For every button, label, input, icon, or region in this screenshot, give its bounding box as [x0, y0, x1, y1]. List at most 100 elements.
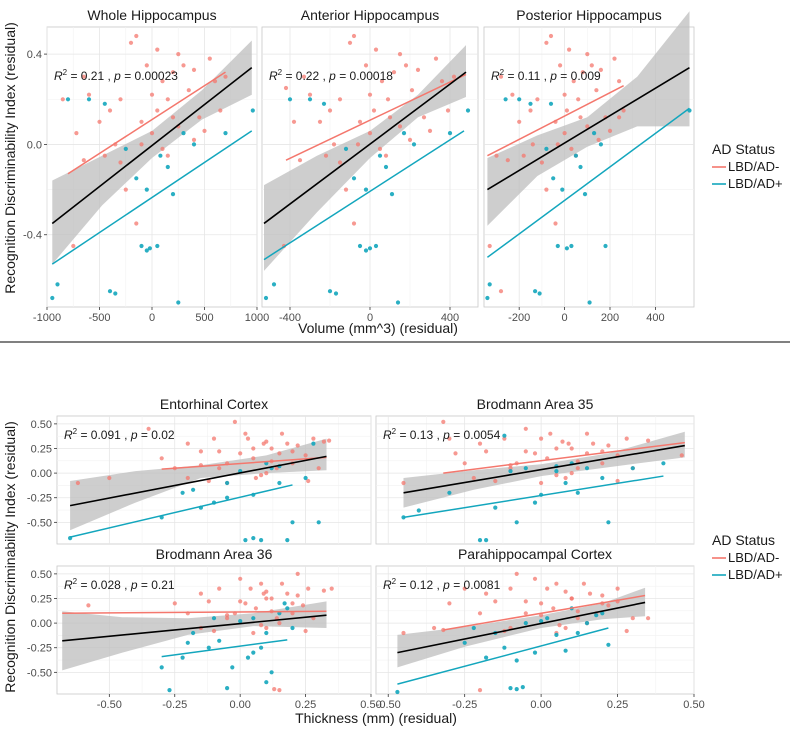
- point-lbd-ad-neg: [445, 108, 451, 113]
- x-tick-label: 0.50: [360, 699, 381, 711]
- point-lbd-ad-neg: [564, 108, 570, 113]
- point-lbd-ad-pos: [569, 243, 574, 249]
- point-lbd-ad-neg: [409, 88, 415, 93]
- point-lbd-ad-neg: [74, 131, 79, 136]
- point-lbd-ad-neg: [539, 160, 545, 165]
- panel-posterior-hippocampus: Posterior Hippocampus R2 = 0.11 , p = 0.0…: [483, 7, 695, 324]
- fit-line-overall: [403, 444, 685, 494]
- point-lbd-ad-pos: [290, 625, 295, 631]
- point-lbd-ad-pos: [594, 613, 599, 618]
- point-lbd-ad-pos: [578, 164, 583, 170]
- point-lbd-ad-neg: [451, 74, 457, 79]
- point-lbd-ad-neg: [580, 70, 585, 75]
- point-lbd-ad-neg: [554, 446, 559, 451]
- point-lbd-ad-neg: [453, 451, 458, 456]
- y-tick-label: 0.50: [31, 419, 52, 431]
- point-lbd-ad-pos: [50, 295, 55, 301]
- point-lbd-ad-pos: [563, 480, 568, 486]
- point-lbd-ad-pos: [333, 291, 339, 296]
- point-lbd-ad-pos: [264, 680, 269, 685]
- point-lbd-ad-neg: [646, 616, 651, 621]
- point-lbd-ad-neg: [285, 441, 290, 446]
- fit-line-lbd-ad-neg: [161, 456, 327, 470]
- point-lbd-ad-neg: [508, 466, 513, 471]
- point-lbd-ad-pos: [113, 291, 118, 296]
- fit-line-lbd-ad-pos: [486, 107, 690, 258]
- point-lbd-ad-neg: [238, 576, 243, 581]
- point-lbd-ad-neg: [581, 581, 587, 586]
- point-lbd-ad-neg: [532, 451, 538, 456]
- point-lbd-ad-neg: [363, 63, 369, 68]
- point-lbd-ad-pos: [170, 192, 176, 197]
- panel-brodmann-area-36: Brodmann Area 36 R2 = 0.028 , p = 0.21 -0.…: [27, 546, 382, 711]
- point-lbd-ad-neg: [277, 451, 282, 456]
- point-lbd-ad-neg: [615, 478, 620, 484]
- point-lbd-ad-pos: [544, 146, 549, 151]
- point-lbd-ad-neg: [248, 586, 253, 591]
- stat-annotation: R2 = 0.11 , p = 0.009: [491, 68, 601, 83]
- point-lbd-ad-neg: [371, 108, 377, 113]
- point-lbd-ad-neg: [217, 449, 222, 454]
- point-lbd-ad-pos: [523, 621, 528, 626]
- stat-annotation: R2 = 0.13 , p = 0.0054: [383, 427, 501, 442]
- point-lbd-ad-pos: [502, 433, 507, 438]
- fit-line-lbd-ad-pos: [161, 639, 288, 658]
- point-lbd-ad-pos: [176, 300, 181, 305]
- point-lbd-ad-neg: [569, 596, 574, 601]
- point-lbd-ad-neg: [351, 33, 357, 39]
- confidence-band: [52, 40, 252, 265]
- point-lbd-ad-pos: [259, 538, 264, 543]
- panel-title: Brodmann Area 36: [156, 546, 273, 562]
- point-lbd-ad-neg: [238, 451, 243, 456]
- point-lbd-ad-neg: [149, 92, 155, 97]
- point-lbd-ad-neg: [329, 586, 334, 591]
- y-tick-label: -0.25: [27, 643, 52, 655]
- point-lbd-ad-neg: [557, 623, 562, 628]
- panel-whole-hippocampus: Whole Hippocampus R2 = 0.21 , p = 0.00023…: [23, 7, 269, 324]
- point-lbd-ad-pos: [225, 480, 230, 486]
- point-lbd-ad-pos: [584, 466, 590, 471]
- point-lbd-ad-pos: [514, 520, 519, 525]
- point-lbd-ad-pos: [65, 97, 71, 102]
- bottom-y-axis-label: Recognition Discriminability Index (resi…: [2, 421, 18, 693]
- point-lbd-ad-neg: [415, 67, 421, 72]
- point-lbd-ad-neg: [351, 221, 357, 226]
- fit-line-lbd-ad-neg: [487, 85, 624, 157]
- point-lbd-ad-pos: [606, 642, 611, 647]
- bottom-legend-label-neg: LBD/AD-: [728, 550, 779, 565]
- point-lbd-ad-neg: [596, 137, 601, 142]
- point-lbd-ad-neg: [471, 475, 476, 481]
- panel-title: Posterior Hippocampus: [516, 7, 662, 23]
- point-lbd-ad-pos: [520, 685, 525, 690]
- x-tick-label: -200: [508, 312, 530, 324]
- point-lbd-ad-neg: [612, 56, 617, 61]
- point-lbd-ad-neg: [575, 609, 580, 614]
- point-lbd-ad-neg: [562, 92, 567, 97]
- bottom-legend: AD Status LBD/AD- LBD/AD+: [712, 532, 783, 582]
- fit-line-lbd-ad-neg: [443, 441, 685, 474]
- point-lbd-ad-pos: [416, 508, 421, 513]
- x-tick-label: 0.50: [683, 699, 704, 711]
- point-lbd-ad-pos: [144, 248, 149, 253]
- point-lbd-ad-neg: [385, 97, 391, 102]
- point-lbd-ad-neg: [160, 79, 165, 84]
- point-lbd-ad-neg: [225, 613, 230, 618]
- fit-line-lbd-ad-neg: [67, 71, 226, 175]
- point-lbd-ad-neg: [377, 146, 383, 151]
- point-lbd-ad-neg: [317, 119, 323, 124]
- point-lbd-ad-neg: [207, 56, 212, 61]
- point-lbd-ad-pos: [528, 101, 533, 106]
- point-lbd-ad-neg: [447, 436, 452, 441]
- point-lbd-ad-neg: [134, 33, 139, 39]
- point-lbd-ad-pos: [225, 495, 230, 500]
- point-lbd-ad-neg: [243, 601, 248, 606]
- point-lbd-ad-neg: [566, 441, 571, 446]
- point-lbd-ad-neg: [211, 628, 217, 634]
- point-lbd-ad-neg: [569, 146, 574, 151]
- point-lbd-ad-neg: [477, 688, 483, 693]
- point-lbd-ad-pos: [123, 146, 128, 151]
- point-lbd-ad-neg: [321, 439, 326, 444]
- point-lbd-ad-neg: [391, 70, 397, 75]
- point-lbd-ad-neg: [617, 79, 622, 84]
- point-lbd-ad-neg: [578, 115, 583, 120]
